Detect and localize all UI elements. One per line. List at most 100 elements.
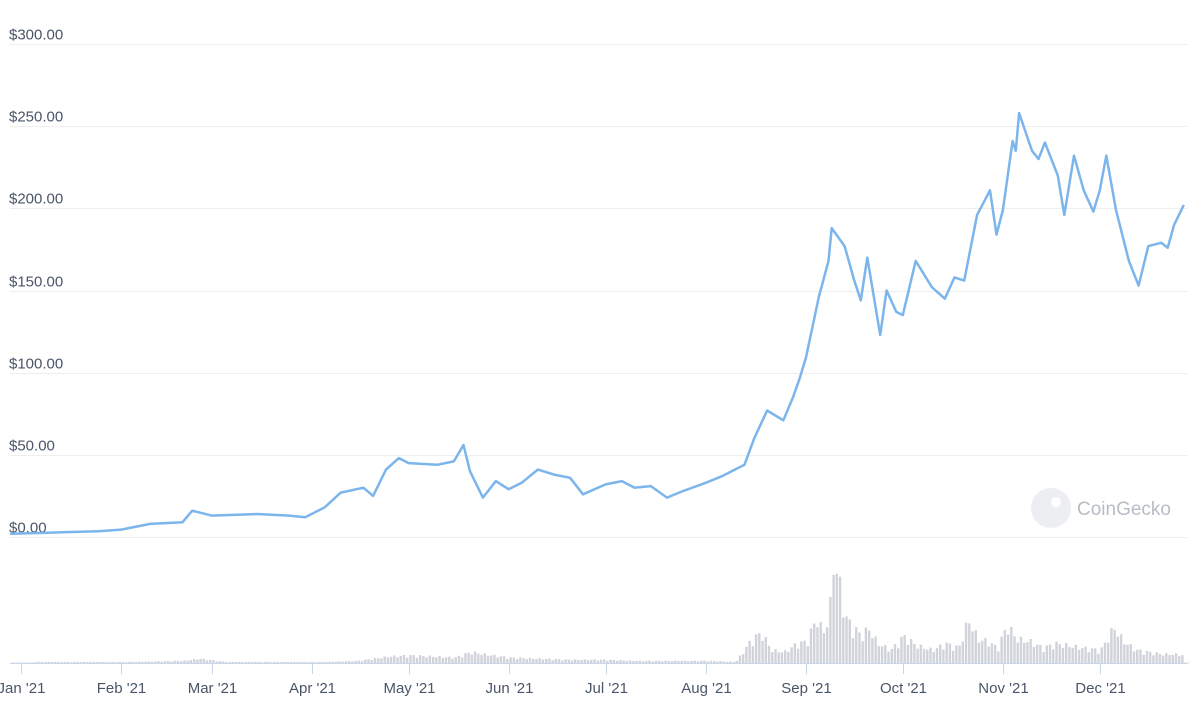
volume-bar [34,662,38,663]
volume-bar [535,658,538,663]
volume-bar [496,657,499,663]
volume-bar [406,657,409,663]
volume-bar [977,642,981,663]
volume-bar [512,657,516,663]
volume-bar [935,648,939,663]
volume-bar [964,622,968,663]
volume-bar [822,633,826,663]
volume-bar [92,661,96,663]
volume-bar [741,654,745,663]
volume-bar [157,661,160,663]
volume-bar [28,662,31,663]
volume-bar [163,661,167,663]
volume-bar [699,660,703,663]
volume-bar [357,660,361,663]
volume-bar [538,658,541,663]
volume-bar [790,647,793,663]
volume-bar [1000,636,1003,663]
volume-bar [305,662,309,663]
volume-bar [1155,652,1158,663]
volume-bar [680,661,684,663]
volume-bar [961,641,965,663]
volume-bar [238,661,241,663]
volume-bar [848,619,851,663]
volume-bar [554,659,558,663]
volume-bar [1178,656,1181,663]
volume-bar [76,661,79,663]
volume-bar [315,662,319,663]
volume-bar [1013,636,1016,663]
volume-bar [648,660,651,663]
x-tick-label: Sep '21 [781,680,831,697]
volume-bar [53,661,57,663]
volume-bar [50,662,54,663]
volume-bar [838,576,842,663]
volume-bar [551,660,554,663]
volume-bar [41,661,44,663]
volume-bar [128,661,131,663]
volume-bar [354,660,357,663]
volume-bar [506,658,509,663]
volume-bar [335,661,338,663]
volume-bar [1139,649,1142,663]
volume-bar [806,646,809,663]
volume-bar [1064,642,1068,663]
volume-bar [1022,642,1026,663]
volume-bar [638,660,642,663]
volume-bar [1016,642,1019,663]
volume-bar [693,660,696,663]
volume-bar [777,652,780,663]
volume-bar [1174,653,1178,663]
volume-bar [499,656,503,663]
volume-bar [215,661,218,663]
volume-bar [871,638,874,663]
volume-bar [544,658,548,663]
x-tick-label: May '21 [383,680,435,697]
volume-bar [893,644,897,663]
volume-bar [154,661,157,663]
volume-bar [916,648,919,663]
volume-bar [115,662,118,663]
volume-bar [1181,655,1184,663]
volume-bar [1071,647,1074,663]
volume-bar [867,630,871,663]
volume-bar [570,660,574,663]
volume-bar [635,660,638,663]
volume-bar [1152,655,1155,663]
volume-bar [877,646,881,663]
volume-bar [221,661,225,663]
volume-bar [441,657,444,663]
volume-bar [244,661,247,663]
volume-bar [322,661,325,663]
volume-bar [57,661,60,663]
volume-bar [431,656,435,663]
volume-bar [509,657,512,663]
volume-bar [557,659,561,663]
volume-bar [454,657,457,663]
volume-bar [829,596,832,663]
volume-bar [599,659,603,663]
volume-bar [1129,644,1132,663]
x-tick-label: Aug '21 [681,680,731,697]
volume-bar [722,661,725,663]
volume-bar [112,661,115,663]
volume-bar [1142,654,1145,663]
volume-bar [254,661,257,663]
volume-bar [1113,629,1116,663]
volume-bar [1061,647,1065,663]
volume-bar [1068,647,1071,663]
volume-bar [196,659,199,663]
volume-bar [767,645,771,663]
volume-bar [31,662,34,663]
volume-bar [386,657,390,663]
volume-bar [444,657,448,663]
volume-bar [748,640,751,663]
volume-bar [89,662,92,663]
volume-bar [412,655,415,663]
volume-bar [519,657,522,663]
volume-bar [399,655,402,663]
volume-bar [1003,629,1007,663]
volume-bars [12,573,1191,663]
volume-bar [247,661,251,663]
volume-bar [451,658,454,663]
